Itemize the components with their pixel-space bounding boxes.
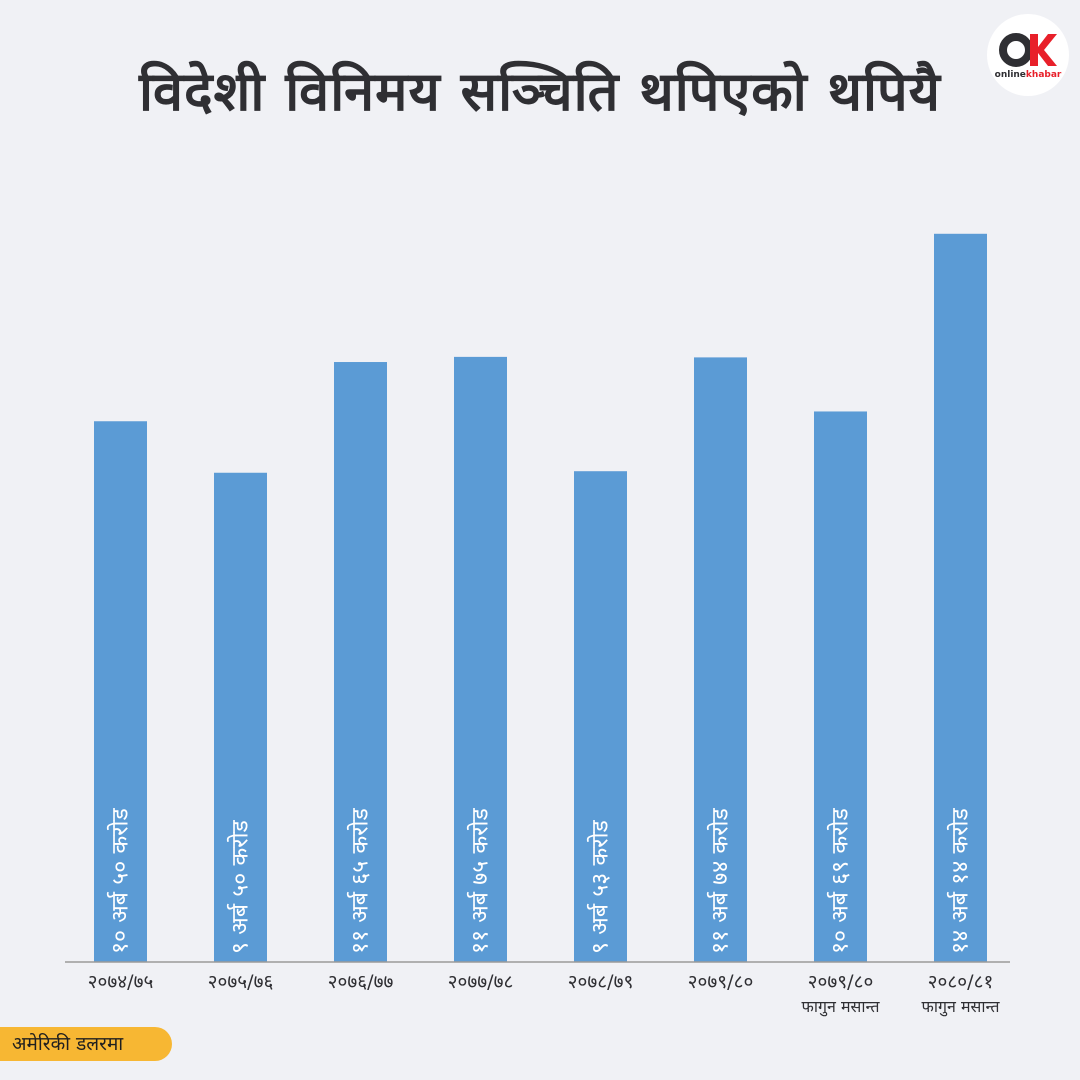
logo-brand: online: [994, 70, 1026, 80]
x-tick-label-2: २०७५/७६: [208, 971, 274, 993]
x-tick-label-8: २०८०/८१: [928, 971, 994, 993]
bar-3: [334, 362, 387, 962]
x-tick-label-1: २०७४/७५: [88, 971, 154, 993]
logo-wordmark: onlinekhabar: [987, 70, 1069, 80]
x-tick-label-3: २०७६/७७: [328, 971, 394, 993]
data-label-3: ११ अर्ब ६५ करोड: [347, 807, 374, 954]
data-label-6: ११ अर्ब ७४ करोड: [707, 807, 734, 954]
data-label-7: १० अर्ब ६९ करोड: [827, 807, 854, 954]
chart-title: विदेशी विनिमय सञ्चिति थपिएको थपियै: [139, 60, 941, 123]
unit-badge: अमेरिकी डलरमा: [0, 1027, 172, 1061]
data-label-8: १४ अर्ब १४ करोड: [947, 807, 974, 954]
x-tick-label-8-sub: फागुन मसान्त: [921, 997, 1000, 1017]
x-tick-label-7-sub: फागुन मसान्त: [801, 997, 880, 1017]
data-label-4: ११ अर्ब ७५ करोड: [467, 807, 494, 954]
onlinekhabar-logo: onlinekhabar: [987, 14, 1069, 96]
data-label-5: ९ अर्ब ५३ करोड: [587, 819, 614, 954]
bar-chart: १० अर्ब ५० करोड ९ अर्ब ५० करोड ११ अर्ब ६५ …: [65, 233, 1010, 1017]
x-tick-label-5: २०७८/७९: [568, 971, 634, 993]
bar-2: [214, 472, 267, 962]
data-label-1: १० अर्ब ५० करोड: [107, 807, 134, 954]
bar-6: [694, 357, 747, 962]
bar-7: [814, 411, 867, 963]
bar-8: [934, 233, 987, 963]
bar-4: [454, 356, 507, 962]
ok-logo-icon: [999, 33, 1057, 67]
x-tick-label-7: २०७९/८०: [808, 971, 874, 993]
x-tick-label-4: २०७७/७८: [448, 971, 514, 993]
x-tick-label-6: २०७९/८०: [688, 971, 754, 993]
bar-1: [94, 421, 147, 962]
data-label-2: ९ अर्ब ५० करोड: [227, 819, 254, 954]
logo-brand-accent: khabar: [1025, 70, 1062, 80]
bar-5: [574, 471, 627, 962]
